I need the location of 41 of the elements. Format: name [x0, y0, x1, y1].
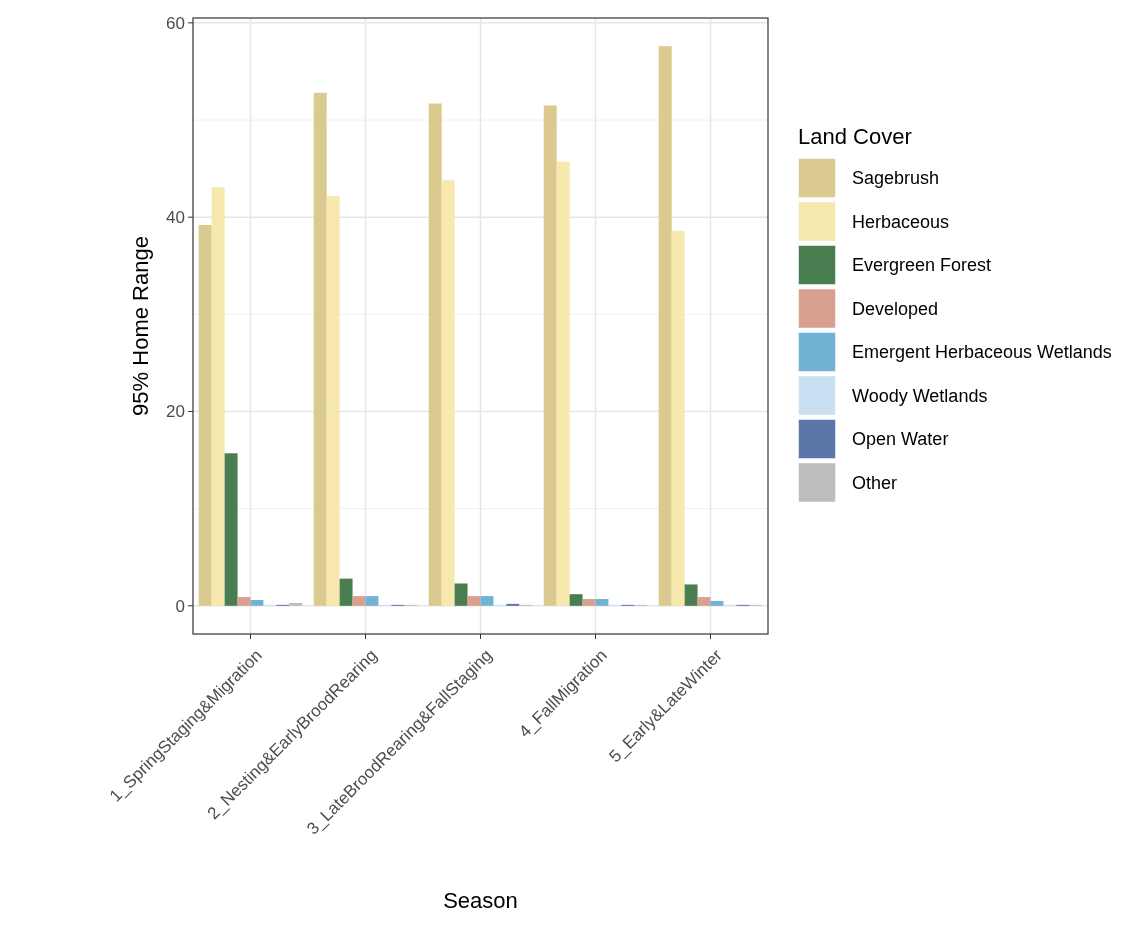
y-tick-label: 40 [166, 208, 185, 228]
legend-label: Herbaceous [852, 211, 950, 232]
y-tick-label: 20 [166, 402, 185, 422]
legend-label: Open Water [852, 429, 949, 450]
y-tick-label: 60 [166, 13, 185, 33]
bar [441, 180, 455, 606]
x-axis-title: Season [443, 888, 518, 913]
bar [326, 195, 340, 606]
bar [658, 46, 672, 606]
bar [467, 596, 481, 606]
y-tick-label: 0 [175, 596, 185, 616]
y-axis-title: 95% Home Range [128, 236, 153, 416]
bar [480, 596, 494, 606]
bar [250, 599, 264, 606]
bar [556, 161, 570, 606]
bar [543, 105, 557, 606]
bar [211, 187, 225, 606]
legend-title: Land Cover [798, 124, 912, 149]
bar [352, 596, 366, 606]
bar [671, 230, 685, 606]
bar [339, 578, 353, 606]
bar [237, 597, 251, 606]
bar [582, 599, 596, 606]
bar [710, 600, 724, 606]
bar [454, 583, 468, 606]
bar [569, 594, 583, 606]
bar [684, 584, 698, 606]
bar [697, 597, 711, 606]
legend-label: Other [852, 472, 898, 493]
bar [365, 596, 379, 606]
bar [595, 599, 609, 606]
legend-label: Woody Wetlands [852, 385, 988, 406]
bar [198, 224, 212, 606]
legend-label: Developed [852, 298, 939, 319]
bar [289, 602, 303, 606]
legend-label: Sagebrush [852, 168, 940, 189]
bar [224, 453, 238, 606]
legend-label: Evergreen Forest [852, 255, 992, 276]
bar [428, 103, 442, 606]
legend-label: Emergent Herbaceous Wetlands [852, 342, 1112, 363]
bar [313, 92, 327, 606]
